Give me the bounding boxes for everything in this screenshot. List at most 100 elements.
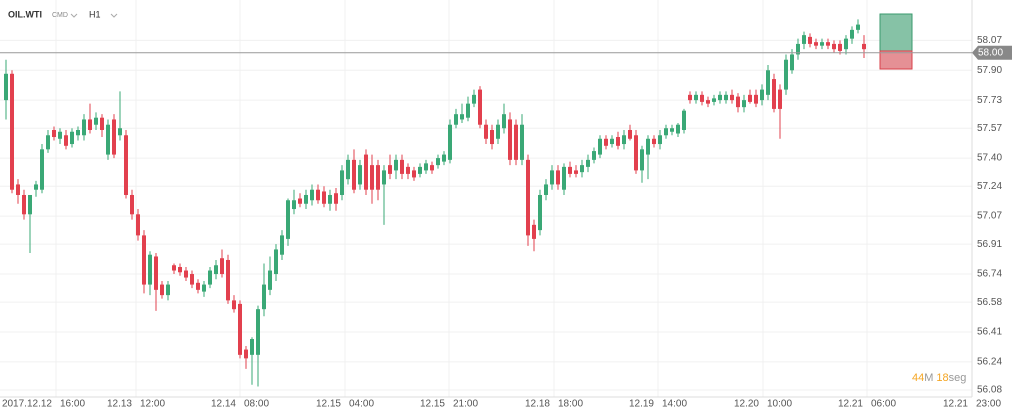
candle-body	[460, 114, 464, 120]
candle-body	[658, 135, 662, 145]
candle-body	[112, 119, 116, 155]
countdown-seconds: 18	[936, 372, 948, 384]
candle-body	[376, 165, 380, 190]
candle-body	[220, 258, 224, 275]
grid	[0, 0, 973, 397]
candle-body	[340, 170, 344, 195]
candle-body	[790, 54, 794, 71]
candle-body	[424, 163, 428, 171]
candle-body	[436, 158, 440, 166]
candle-body	[406, 166, 410, 174]
dropdown-caret[interactable]	[110, 13, 118, 18]
x-date-label: 12.21	[838, 399, 863, 410]
candle-body	[124, 135, 128, 195]
x-time-label: 12:00	[140, 399, 165, 410]
candle-body	[472, 94, 476, 104]
candle-body	[346, 159, 350, 180]
timeframe[interactable]: H1	[89, 9, 101, 19]
candle-body	[322, 191, 326, 204]
candle-body	[160, 284, 164, 296]
candle-body	[184, 270, 188, 278]
dropdown-caret[interactable]	[70, 13, 78, 18]
candle-body	[682, 110, 686, 130]
candle-body	[214, 265, 218, 275]
y-tick-label: 57.40	[977, 153, 1002, 164]
candle-body	[400, 159, 404, 174]
candle-body	[94, 117, 98, 125]
x-time-label: 21:00	[453, 399, 478, 410]
take-profit-zone	[879, 13, 913, 52]
candle-body	[478, 89, 482, 125]
candle-body	[562, 166, 566, 190]
candle-body	[592, 151, 596, 160]
candle-body	[622, 135, 626, 145]
y-tick-label: 57.24	[977, 181, 1002, 192]
x-date-label: 12.18	[525, 399, 550, 410]
candle-body	[760, 89, 764, 101]
y-tick-label: 56.74	[977, 269, 1002, 280]
x-date-label: 12.21	[943, 399, 968, 410]
candle-body	[280, 235, 284, 255]
candle-body	[736, 96, 740, 108]
current-price-label: 58.00	[978, 47, 1003, 58]
y-tick-label: 57.73	[977, 95, 1002, 106]
candle-body	[766, 70, 770, 95]
candle-body	[412, 170, 416, 178]
candle-body	[772, 79, 776, 109]
candle-body	[226, 259, 230, 301]
candle-body	[4, 73, 8, 101]
y-tick-label: 56.24	[977, 357, 1002, 368]
candle-body	[808, 36, 812, 44]
y-tick-label: 56.91	[977, 239, 1002, 250]
candle-body	[688, 94, 692, 101]
candle-body	[574, 170, 578, 174]
candle-body	[652, 138, 656, 145]
candle-body	[82, 119, 86, 136]
candle-body	[202, 284, 206, 292]
candle-body	[856, 24, 860, 30]
countdown-minutes: 44	[912, 372, 924, 384]
candle-body	[208, 270, 212, 285]
candle-body	[490, 129, 494, 145]
candle-body	[700, 94, 704, 102]
candle-body	[580, 165, 584, 173]
x-time-label: 18:00	[558, 399, 583, 410]
candle-body	[136, 214, 140, 236]
candle-body	[364, 154, 368, 190]
candle-body	[46, 135, 50, 150]
y-tick-label: 57.57	[977, 123, 1002, 134]
candle-body	[664, 128, 668, 136]
candle-body	[58, 131, 62, 139]
candle-body	[634, 135, 638, 171]
candle-body	[418, 166, 422, 174]
candle-body	[466, 103, 470, 118]
candle-body	[286, 200, 290, 239]
candle-body	[598, 138, 602, 155]
candle-body	[496, 124, 500, 139]
x-time-label: 14:00	[662, 399, 687, 410]
candle-body	[16, 184, 20, 195]
candle-body	[454, 114, 458, 125]
candle-body	[568, 166, 572, 174]
candle-body	[514, 124, 518, 160]
candle-body	[10, 73, 14, 190]
candle-body	[862, 43, 866, 50]
candle-body	[88, 119, 92, 130]
candle-body	[724, 94, 728, 101]
candle-body	[178, 267, 182, 273]
candle-body	[52, 129, 56, 138]
candle-body	[844, 38, 848, 50]
candle-body	[604, 138, 608, 146]
candle-body	[544, 184, 548, 195]
candle-body	[106, 124, 110, 155]
candle-body	[238, 303, 242, 355]
symbol[interactable]: OIL.WTI	[8, 9, 42, 19]
candle-body	[250, 339, 254, 355]
x-time-label: 06:00	[871, 399, 896, 410]
y-tick-label: 56.58	[977, 297, 1002, 308]
candle-body	[538, 194, 542, 231]
candle-body	[310, 189, 314, 201]
candle-body	[718, 94, 722, 101]
candle-body	[388, 165, 392, 174]
candle-body	[670, 128, 674, 132]
